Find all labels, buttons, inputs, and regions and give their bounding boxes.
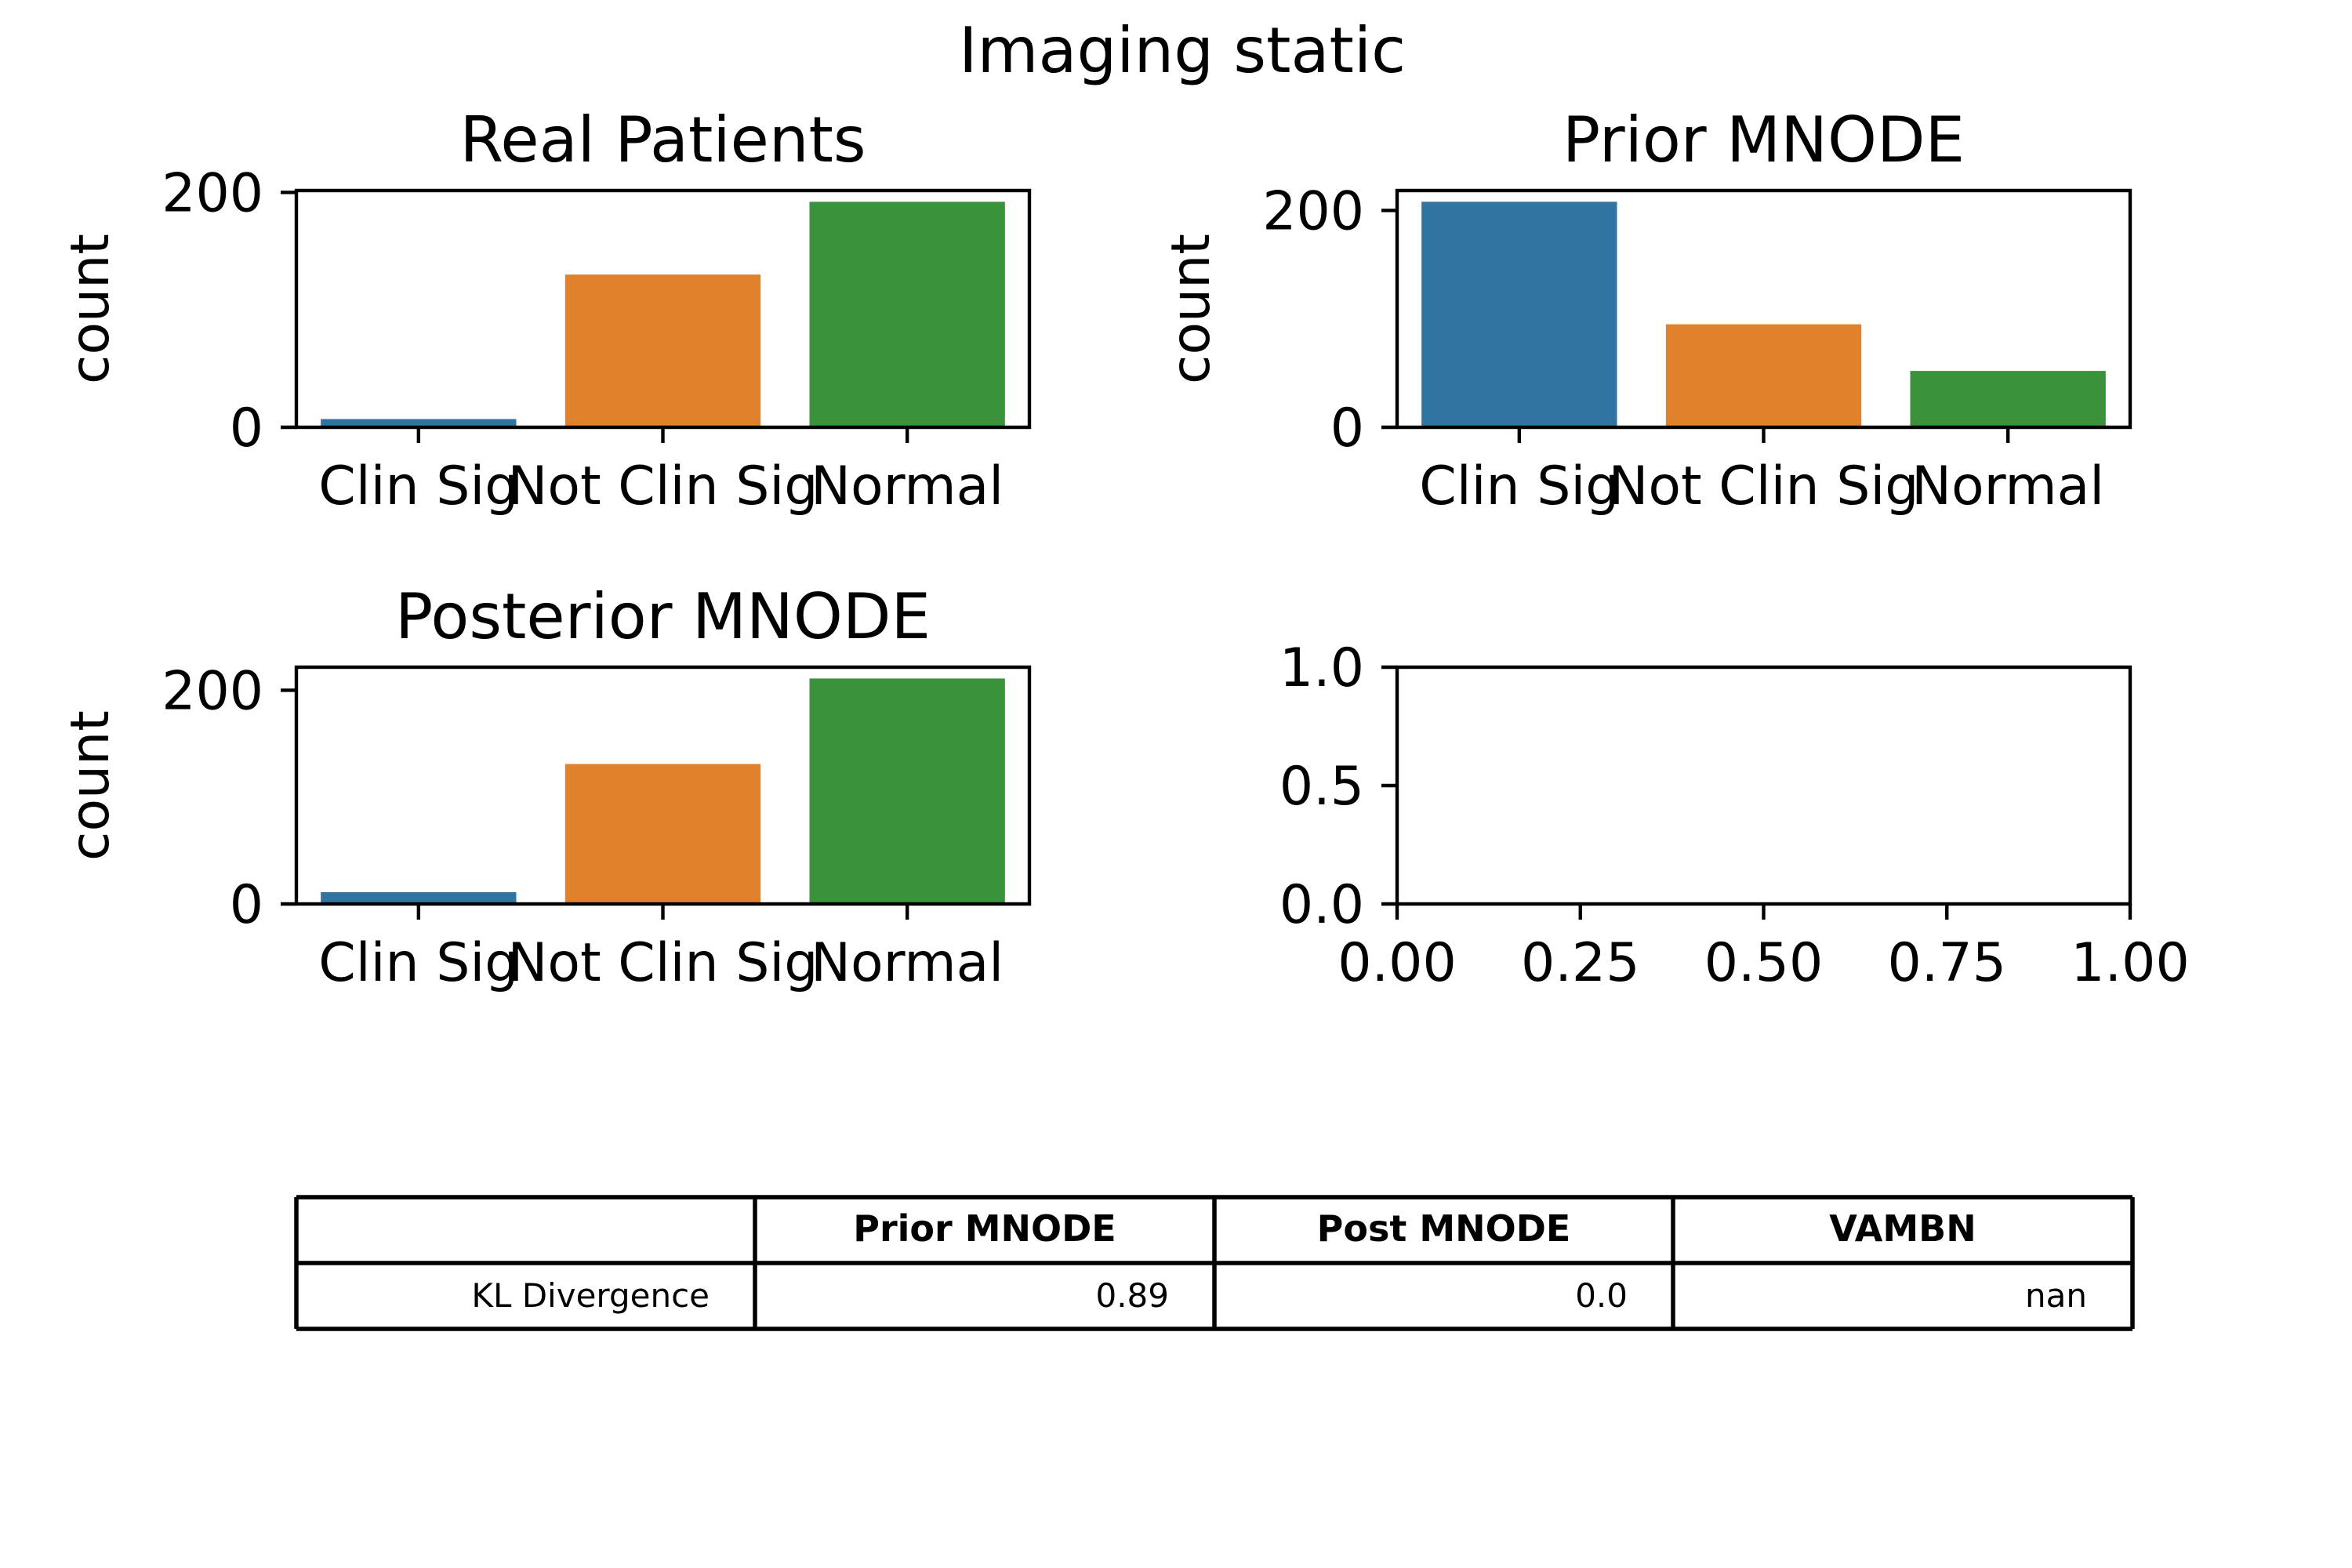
- bar-clin-sig: [1421, 201, 1617, 427]
- y-tick-label: 1.0: [1279, 637, 1364, 699]
- axes-frame: [1395, 188, 2132, 430]
- bar-not-clin-sig: [564, 274, 761, 427]
- x-tick-label: Normal: [811, 456, 1004, 517]
- table-cell: 0.0: [1575, 1276, 1628, 1315]
- x-tick-label: Normal: [811, 932, 1004, 994]
- y-tick-label: 0: [1330, 397, 1364, 459]
- table-header-cell: VAMBN: [1829, 1207, 1976, 1250]
- table-cell: 0.89: [1095, 1276, 1169, 1315]
- y-tick-label: 200: [162, 660, 263, 722]
- subplot-4: 0.00 0.25 0.50 0.75 1.00 0.0 0.5 1.0: [1279, 637, 2190, 994]
- y-tick-label: 0: [230, 397, 263, 459]
- subplot-title: Prior MNODE: [1563, 103, 1965, 176]
- table-header-cell: Post MNODE: [1317, 1207, 1571, 1250]
- y-tick-label: 0.0: [1279, 874, 1364, 936]
- table-cell: nan: [2025, 1276, 2087, 1315]
- y-axis-label: count: [60, 710, 122, 861]
- x-tick-label: 0.25: [1521, 932, 1639, 994]
- x-tick-label: 1.00: [2071, 932, 2189, 994]
- y-axis-label: count: [1160, 234, 1222, 384]
- x-tick-label: Not Clin Sig: [508, 932, 818, 994]
- x-tick-label: 0.50: [1704, 932, 1823, 994]
- bar-normal: [809, 201, 1005, 427]
- x-tick-label: Not Clin Sig: [1609, 456, 1919, 517]
- figure-title: Imaging static: [959, 14, 1406, 87]
- y-tick-label: 0: [230, 874, 263, 936]
- y-tick-label: 200: [162, 162, 263, 224]
- kl-divergence-table: Prior MNODE Post MNODE VAMBN KL Divergence 0…: [294, 1195, 2135, 1331]
- x-tick-label: 0.75: [1888, 932, 2006, 994]
- bar-normal: [1910, 371, 2106, 427]
- table-header-cell: Prior MNODE: [853, 1207, 1116, 1250]
- x-tick-label: Not Clin Sig: [508, 456, 818, 517]
- table-cell: KL Divergence: [471, 1276, 710, 1315]
- bar-clin-sig: [321, 892, 517, 904]
- bar-not-clin-sig: [564, 764, 761, 904]
- subplot-title: Posterior MNODE: [395, 580, 931, 653]
- subplot-title: Real Patients: [459, 103, 866, 176]
- x-tick-label: Clin Sig: [318, 932, 518, 994]
- y-tick-label: 0.5: [1279, 756, 1364, 818]
- bar-normal: [809, 678, 1005, 904]
- x-tick-label: Normal: [1911, 456, 2104, 517]
- x-tick-label: Clin Sig: [318, 456, 518, 517]
- bar-clin-sig: [321, 419, 517, 427]
- axes-frame: [1395, 665, 2132, 906]
- axes-frame: [294, 665, 1032, 906]
- x-tick-label: 0.00: [1338, 932, 1456, 994]
- y-tick-label: 200: [1262, 180, 1364, 242]
- y-axis-label: count: [60, 234, 122, 384]
- axes-frame: [294, 188, 1032, 430]
- bar-not-clin-sig: [1665, 324, 1862, 427]
- x-tick-label: Clin Sig: [1419, 456, 1619, 517]
